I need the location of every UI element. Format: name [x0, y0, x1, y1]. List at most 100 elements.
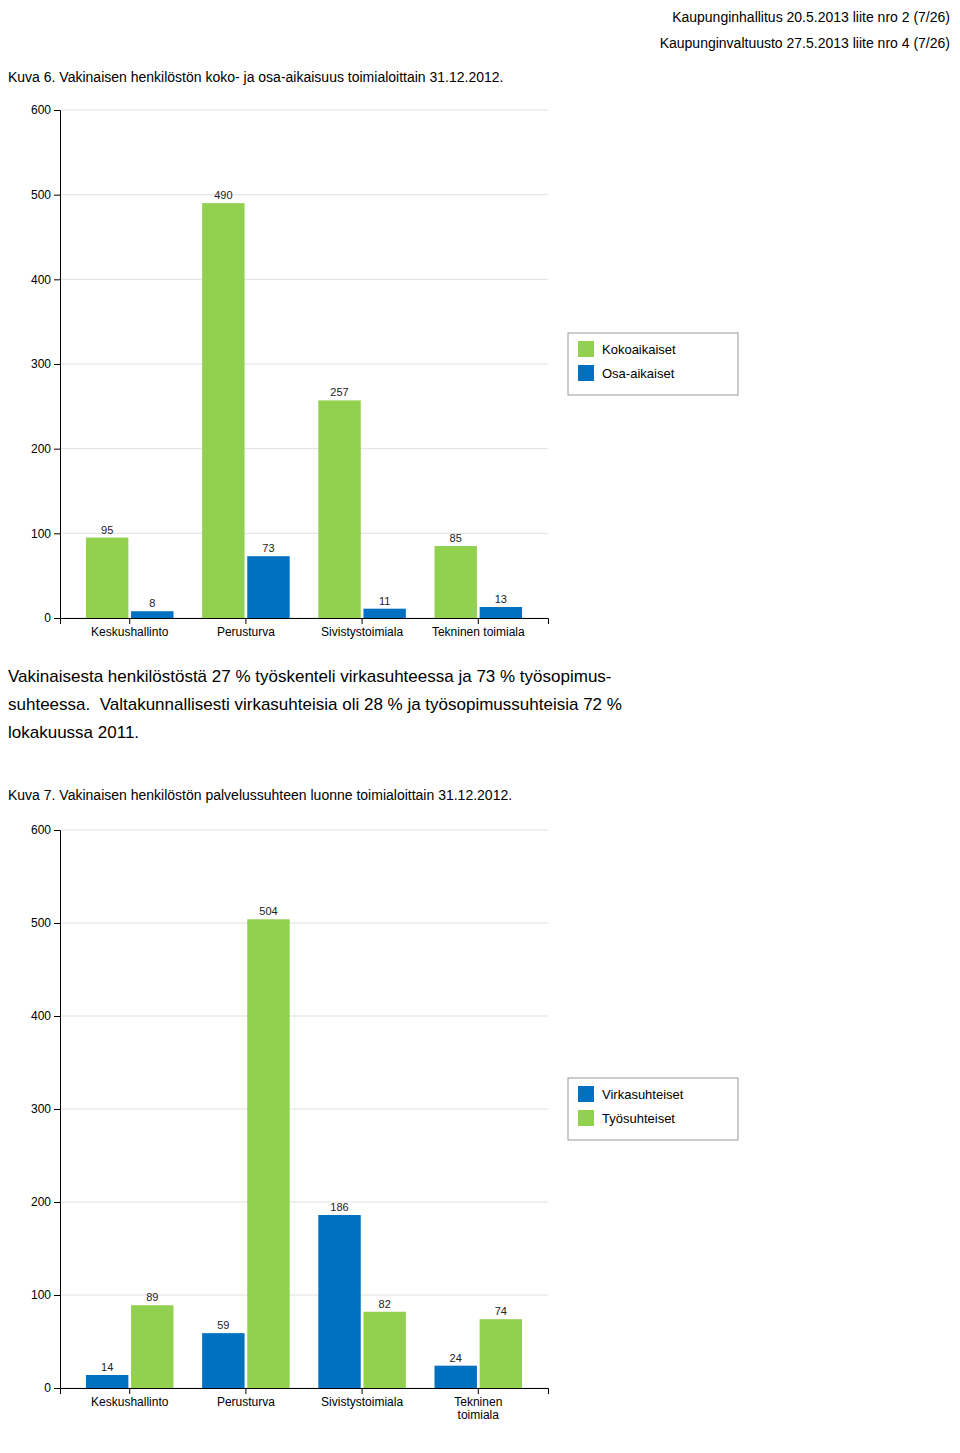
y-tick: 400 [31, 1009, 60, 1023]
x-tick-mark [362, 1388, 363, 1394]
bar [480, 607, 522, 618]
grid-line [60, 1109, 548, 1110]
data-labels: 145918624895048274 [101, 905, 507, 1373]
y-tick-label: 600 [31, 823, 51, 837]
x-tick-label: Sivistystoimiala [321, 1395, 403, 1409]
x-tick-label-line: Perusturva [217, 625, 275, 639]
data-label: 82 [379, 1298, 391, 1310]
x-tick: Tekninen toimiala [432, 618, 525, 639]
legend-item: Työsuhteiset [578, 1110, 675, 1126]
grid-line [60, 194, 548, 195]
x-axis: Keskushallinto Perusturva Sivistystoimiala… [61, 618, 549, 639]
y-tick-mark [54, 1295, 60, 1296]
x-tick-label: Perusturva [217, 625, 275, 639]
x-tick-mark [245, 618, 246, 624]
legend: Kokoaikaiset Osa-aikaiset [568, 333, 738, 395]
y-tick-mark [54, 449, 60, 450]
bar [435, 546, 477, 618]
bar [86, 538, 128, 618]
y-tick-mark [54, 830, 60, 831]
chart-title: Kuva 6. Vakinaisen henkilöstön koko- ja … [8, 69, 503, 85]
paragraph: Vakinaisesta henkilöstöstä 27 % työskent… [8, 667, 622, 742]
y-tick-label: 400 [31, 273, 51, 287]
bar [202, 1333, 244, 1388]
grid-line [60, 1016, 548, 1017]
y-tick-mark [54, 195, 60, 196]
bar [435, 1366, 477, 1388]
x-tick: Keskushallinto [91, 1388, 169, 1409]
grid [60, 830, 548, 1388]
y-tick: 300 [31, 357, 60, 371]
bar [247, 919, 289, 1388]
legend-swatch [578, 341, 594, 357]
grid-line [60, 364, 548, 365]
y-tick: 500 [31, 188, 60, 202]
bars [86, 203, 522, 618]
y-tick-label: 100 [31, 1288, 51, 1302]
y-tick-label: 500 [31, 188, 51, 202]
chart-title: Kuva 7. Vakinaisen henkilöstön palveluss… [8, 787, 512, 803]
bar [318, 1215, 360, 1388]
y-tick: 100 [31, 527, 60, 541]
grid-line [60, 448, 548, 449]
paragraph-line: suhteessa. Valtakunnallisesti virkasuhte… [8, 695, 622, 714]
y-tick-label: 200 [31, 1195, 51, 1209]
x-tick: Tekninentoimiala [454, 1388, 502, 1422]
y-tick-mark [54, 110, 60, 111]
x-tick-label-line: Keskushallinto [91, 625, 169, 639]
y-axis-line [54, 111, 61, 619]
data-label: 85 [450, 532, 462, 544]
data-label: 74 [495, 1305, 507, 1317]
grid [60, 110, 548, 618]
bars [86, 919, 522, 1388]
y-tick: 200 [31, 442, 60, 456]
x-axis-line [61, 1389, 549, 1395]
y-tick-label: 300 [31, 1102, 51, 1116]
legend-label: Kokoaikaiset [602, 342, 676, 357]
y-tick-label: 0 [44, 1381, 51, 1395]
y-tick-mark [54, 533, 60, 534]
y-tick-label: 600 [31, 103, 51, 117]
y-tick-label: 400 [31, 1009, 51, 1023]
x-tick-label-line: Tekninen [454, 1395, 502, 1409]
x-axis-line [61, 619, 549, 625]
header-line: Kaupunginvaltuusto 27.5.2013 liite nro 4… [660, 35, 950, 51]
x-tick: Sivistystoimiala [321, 618, 403, 639]
legend-item: Virkasuhteiset [578, 1086, 684, 1102]
legend-label: Osa-aikaiset [602, 366, 675, 381]
x-tick-label: Keskushallinto [91, 625, 169, 639]
x-tick-label-line: Keskushallinto [91, 1395, 169, 1409]
data-label: 13 [495, 593, 507, 605]
x-tick: Sivistystoimiala [321, 1388, 403, 1409]
y-tick-mark [54, 618, 60, 619]
x-tick-mark [129, 1388, 130, 1394]
y-tick-mark [54, 923, 60, 924]
x-axis: Keskushallinto Perusturva Sivistystoimiala… [61, 1388, 549, 1422]
y-tick: 600 [31, 103, 60, 117]
x-tick-label: Perusturva [217, 1395, 275, 1409]
paragraph-line: Vakinaisesta henkilöstöstä 27 % työskent… [8, 667, 612, 686]
legend-item: Osa-aikaiset [578, 365, 675, 381]
y-tick-mark [54, 364, 60, 365]
x-tick-mark [478, 1388, 479, 1394]
x-tick-mark [245, 1388, 246, 1394]
grid-line [60, 1202, 548, 1203]
y-tick: 0 [44, 611, 60, 625]
y-tick: 400 [31, 273, 60, 287]
x-tick: Keskushallinto [91, 618, 169, 639]
legend-frame [568, 1078, 738, 1140]
x-tick-label-line: Sivistystoimiala [321, 625, 403, 639]
data-label: 490 [214, 189, 232, 201]
y-tick: 0 [44, 1381, 60, 1395]
y-tick-mark [54, 279, 60, 280]
grid-line [60, 533, 548, 534]
x-tick-label: Tekninen toimiala [432, 625, 525, 639]
y-axis-line [54, 831, 61, 1389]
y-tick-mark [54, 1016, 60, 1017]
data-label: 186 [330, 1201, 348, 1213]
legend-item: Kokoaikaiset [578, 341, 676, 357]
header: Kaupunginhallitus 20.5.2013 liite nro 2 … [660, 9, 950, 51]
data-label: 11 [379, 595, 390, 607]
data-label: 504 [259, 905, 277, 917]
legend-frame [568, 333, 738, 395]
